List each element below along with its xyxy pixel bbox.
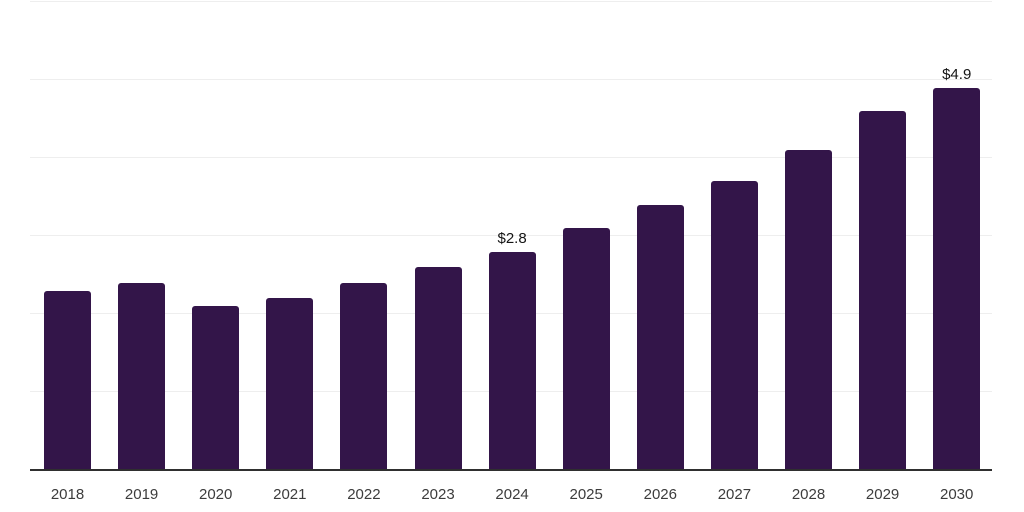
x-tick-2021: 2021 [273,486,307,503]
x-tick-2026: 2026 [643,486,677,503]
x-tick-2018: 2018 [50,486,85,503]
bar-2029 [859,111,907,470]
bar-2025 [562,228,610,470]
bar-2030 [933,87,981,470]
gridline-y5 [30,79,992,80]
x-tick-2019: 2019 [124,486,159,503]
x-tick-2020: 2020 [199,486,233,503]
bar-2023 [414,267,462,470]
x-tick-2029: 2029 [865,486,900,503]
bar-2020 [192,306,240,470]
bar-2018 [44,290,91,470]
gridline-y6 [30,1,992,2]
bar-2026 [636,204,684,470]
x-tick-2024: 2024 [495,486,529,503]
value-label-2024: $2.8 [497,229,527,247]
x-tick-2028: 2028 [791,486,826,503]
x-tick-2030: 2030 [940,486,974,503]
bar-2022 [340,282,388,470]
gridline-y3 [30,235,992,236]
bar-2027 [710,181,758,470]
x-tick-2022: 2022 [347,486,381,503]
x-axis-line [30,469,992,471]
value-label-2030: $4.9 [942,65,972,83]
x-tick-2025: 2025 [569,486,603,503]
bar-2024 [488,251,536,470]
x-tick-2027: 2027 [717,486,752,503]
x-tick-2023: 2023 [421,486,455,503]
bar-2028 [785,150,832,470]
gridline-y4 [30,157,992,158]
bar-2021 [266,298,314,470]
bar-2019 [118,282,166,470]
